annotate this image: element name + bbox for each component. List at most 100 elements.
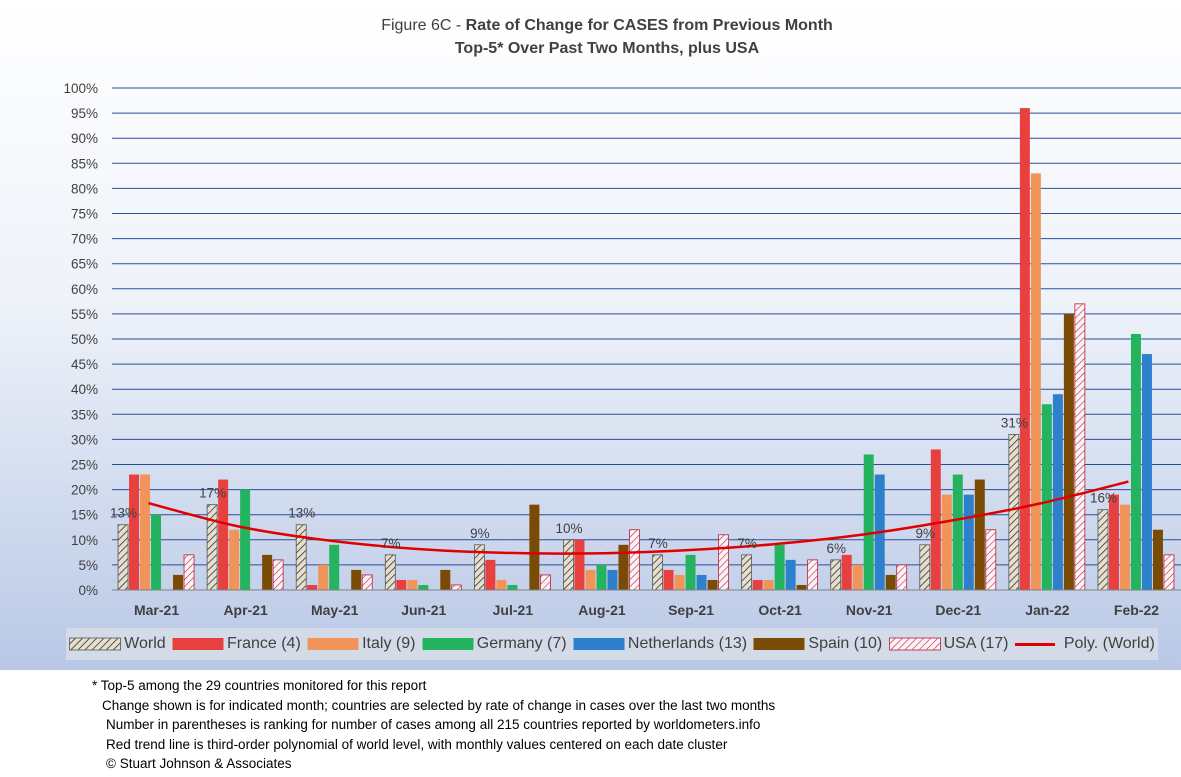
legend-label: Netherlands (13) [627,635,748,652]
legend-swatch [888,637,941,651]
bar [830,559,842,591]
bar [117,524,129,591]
legend-label: World [124,635,166,652]
bar [919,544,931,591]
x-tick-label: Dec-21 [935,602,981,618]
y-tick-label: 95% [71,106,98,121]
bar [529,504,540,590]
footnote-5: © Stuart Johnson & Associates [106,756,292,771]
trend-line [148,480,1129,555]
bar [1097,509,1109,591]
y-tick-label: 100% [63,81,98,96]
chart-title-block: Figure 6C - Rate of Change for CASES fro… [0,14,1181,60]
y-tick-label: 40% [71,382,98,397]
bar [418,584,429,590]
legend-item: France (4) [172,635,301,653]
data-label: 13% [110,506,137,521]
legend-label: USA (17) [943,635,1009,652]
bar [307,584,318,590]
bar [1063,313,1074,590]
legend-label: France (4) [226,635,301,652]
y-tick-label: 25% [71,458,98,473]
data-label: 7% [381,536,401,551]
legend-item: World [69,635,166,653]
bar [206,504,218,591]
bar [496,579,507,590]
bar [930,449,941,590]
y-tick-label: 65% [71,257,98,272]
bar [963,494,974,590]
bar [807,559,819,591]
bar [384,554,396,591]
data-label: 16% [1090,491,1117,506]
x-tick-label: Oct-21 [758,602,802,618]
bar [396,579,407,590]
bar [774,544,785,590]
bar [507,584,518,590]
bar [841,554,852,590]
bar [863,454,874,590]
y-tick-label: 80% [71,181,98,196]
footnotes: * Top-5 among the 29 countries monitored… [92,676,775,774]
bar [885,574,896,590]
data-label: 6% [826,541,846,556]
bar [585,569,596,590]
legend-item: Netherlands (13) [573,635,747,653]
y-tick-label: 20% [71,483,98,498]
bar [173,574,184,590]
bar [229,529,240,590]
y-tick-label: 5% [78,558,98,573]
x-tick-label: Aug-21 [578,602,626,618]
bar [295,524,307,591]
bar [674,574,685,590]
bar [240,489,251,590]
y-tick-label: 45% [71,357,98,372]
bar [563,539,574,591]
bar [752,579,763,590]
y-tick-label: 35% [71,407,98,422]
x-tick-label: Jun-21 [401,602,446,618]
chart-area: Figure 6C - Rate of Change for CASES fro… [0,0,1181,670]
bar [262,554,273,590]
legend-swatch [69,637,122,651]
bar [663,569,674,590]
legend-swatch [753,638,805,650]
bar [1108,494,1119,590]
x-tick-label: Feb-22 [1114,602,1159,618]
plot-svg: 13% 17% 13% 7% 9% 10% 7% 7% 6% 9% 31% 16% 0% 5% 10% 15… [63,81,1181,618]
bar [941,494,952,590]
y-tick-label: 75% [71,207,98,222]
bar [696,574,707,590]
y-tick-label: 10% [71,533,98,548]
bar [140,474,151,590]
y-tick-label: 70% [71,232,98,247]
bar [129,474,140,590]
data-label: 31% [1001,415,1028,430]
x-tick-label: Nov-21 [846,602,893,618]
bar [361,574,373,591]
data-label: 17% [199,486,226,501]
bar [218,479,229,590]
bar [574,539,585,590]
y-tick-label: 15% [71,508,98,523]
legend-swatch [307,638,359,650]
bar [318,564,329,590]
y-tick-label: 50% [71,332,98,347]
legend-label: Italy (9) [362,635,416,652]
y-tick-label: 30% [71,432,98,447]
data-label: 7% [737,536,757,551]
data-label: 7% [648,536,668,551]
legend-item-trend: Poly. (World) [1014,635,1155,653]
x-tick-label: May-21 [311,602,359,618]
legend-label: Germany (7) [476,635,567,652]
chart-legend: World France (4) Italy (9) Germany (7) Nethe… [66,628,1158,660]
bar [1152,529,1163,590]
bar [1130,333,1141,590]
y-tick-label: 55% [71,307,98,322]
chart-subtitle: Top-5* Over Past Two Months, plus USA [454,40,760,57]
data-label: 9% [470,526,490,541]
bar [763,579,774,590]
legend-trend-swatch [1014,642,1055,646]
footnote-2: Change shown is for indicated month; cou… [102,697,776,713]
x-tick-label: Mar-21 [134,602,179,618]
